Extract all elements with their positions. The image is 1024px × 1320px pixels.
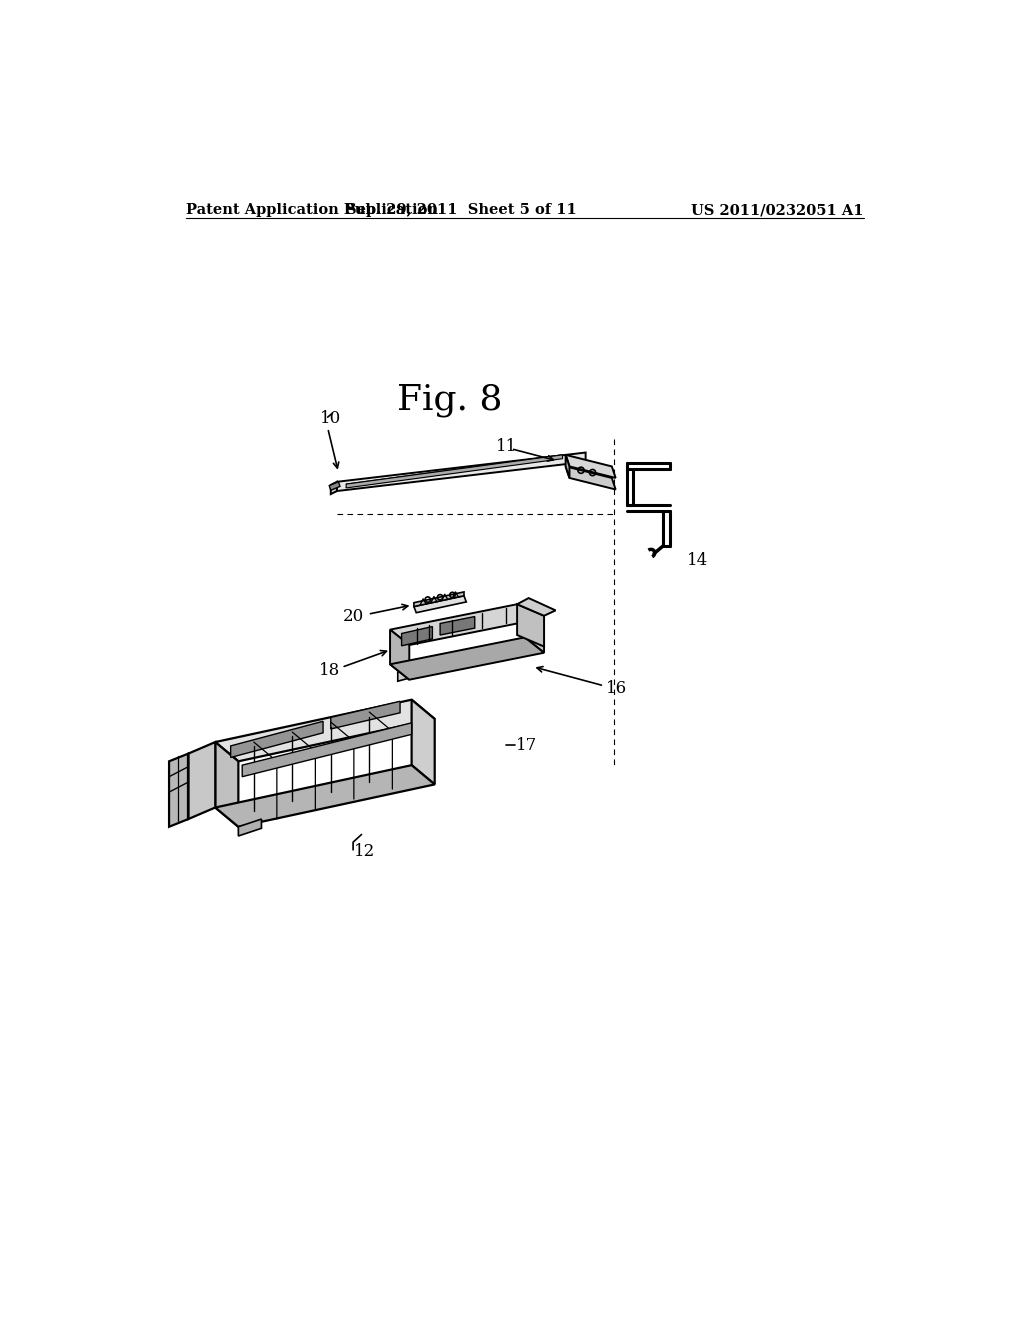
Polygon shape	[390, 603, 544, 645]
Polygon shape	[401, 627, 432, 645]
Text: 10: 10	[319, 411, 341, 428]
Text: 14: 14	[686, 552, 708, 569]
Text: Fig. 8: Fig. 8	[397, 383, 503, 417]
Polygon shape	[390, 630, 410, 680]
Polygon shape	[331, 482, 337, 494]
Text: Sep. 29, 2011  Sheet 5 of 11: Sep. 29, 2011 Sheet 5 of 11	[346, 203, 578, 216]
Polygon shape	[390, 638, 544, 680]
Polygon shape	[517, 605, 544, 647]
Polygon shape	[330, 482, 340, 490]
Polygon shape	[215, 766, 435, 826]
Polygon shape	[565, 455, 569, 478]
Polygon shape	[414, 591, 464, 607]
Polygon shape	[215, 700, 435, 762]
Polygon shape	[517, 598, 556, 615]
Polygon shape	[337, 453, 586, 491]
Text: Patent Application Publication: Patent Application Publication	[186, 203, 438, 216]
Polygon shape	[188, 742, 215, 818]
Text: 11: 11	[496, 438, 517, 455]
Polygon shape	[331, 701, 400, 729]
Polygon shape	[346, 455, 562, 488]
Polygon shape	[565, 455, 615, 478]
Polygon shape	[440, 616, 475, 635]
Polygon shape	[397, 642, 509, 681]
Text: 17: 17	[515, 737, 537, 754]
Polygon shape	[243, 723, 412, 776]
Polygon shape	[414, 595, 466, 612]
Polygon shape	[565, 466, 615, 490]
Text: 20: 20	[343, 609, 364, 626]
Polygon shape	[239, 818, 261, 836]
Polygon shape	[215, 742, 239, 826]
Polygon shape	[412, 700, 435, 784]
Text: US 2011/0232051 A1: US 2011/0232051 A1	[691, 203, 863, 216]
Polygon shape	[230, 721, 323, 758]
Text: 12: 12	[354, 843, 375, 859]
Polygon shape	[524, 603, 544, 653]
Text: 16: 16	[606, 680, 628, 697]
Text: 18: 18	[318, 661, 340, 678]
Polygon shape	[169, 754, 188, 826]
